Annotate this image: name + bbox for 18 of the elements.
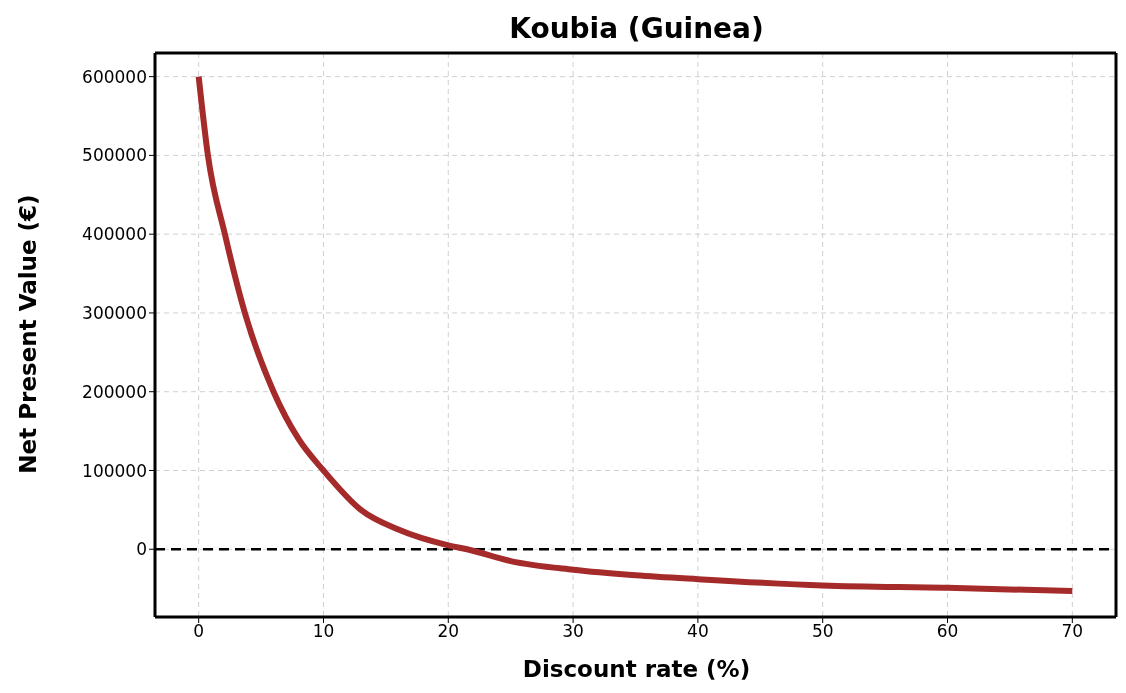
y-axis-title: Net Present Value (€) [15,194,41,474]
y-tick-label: 200000 [82,381,147,402]
x-tick-label: 70 [1061,621,1084,642]
x-axis-title: Discount rate (%) [521,656,752,682]
y-tick-label: 300000 [82,302,147,323]
y-tick-label: 500000 [82,145,147,166]
x-tick-label: 0 [193,621,205,642]
x-tick-label: 50 [811,621,834,642]
x-tick-label: 20 [437,621,460,642]
y-tick-label: 0 [136,539,147,560]
chart-title: Koubia (Guinea) [508,12,765,45]
y-tick-label: 400000 [82,224,147,245]
x-tick-label: 40 [687,621,709,642]
y-tick-label: 600000 [82,66,147,87]
y-tick-label: 100000 [82,460,147,481]
x-tick-label: 60 [936,621,959,642]
x-tick-label: 10 [312,621,335,642]
x-tick-label: 30 [562,621,584,642]
